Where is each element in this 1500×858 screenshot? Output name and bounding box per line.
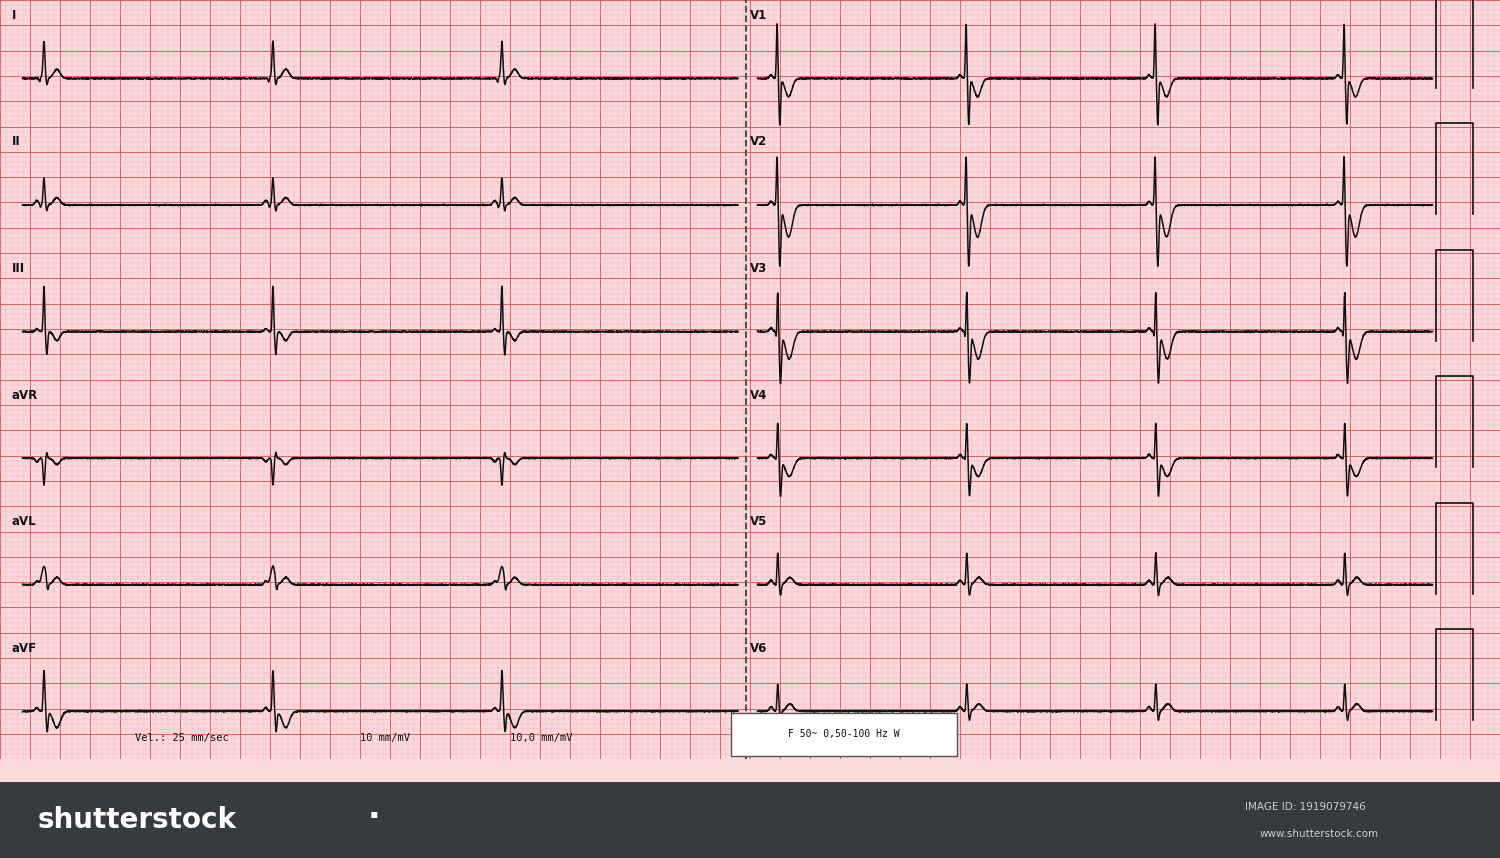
Text: V4: V4 bbox=[750, 389, 768, 402]
Text: IMAGE ID: 1919079746: IMAGE ID: 1919079746 bbox=[1245, 801, 1365, 812]
Text: aVR: aVR bbox=[12, 389, 39, 402]
Text: V5: V5 bbox=[750, 515, 768, 528]
FancyBboxPatch shape bbox=[730, 713, 957, 756]
Text: shutterstock: shutterstock bbox=[38, 807, 237, 834]
Text: F 50~ 0,50-100 Hz W: F 50~ 0,50-100 Hz W bbox=[788, 729, 900, 740]
Text: www.shutterstock.com: www.shutterstock.com bbox=[1260, 829, 1378, 839]
Text: V2: V2 bbox=[750, 136, 766, 148]
Text: Vel.: 25 mm/sec: Vel.: 25 mm/sec bbox=[135, 733, 228, 743]
Text: aVL: aVL bbox=[12, 515, 36, 528]
Text: 10 mm/mV: 10 mm/mV bbox=[360, 733, 410, 743]
Text: I: I bbox=[12, 9, 16, 21]
Text: II: II bbox=[12, 136, 21, 148]
Text: aVF: aVF bbox=[12, 642, 38, 655]
Text: III: III bbox=[12, 262, 26, 275]
Text: V6: V6 bbox=[750, 642, 768, 655]
Text: 10,0 mm/mV: 10,0 mm/mV bbox=[510, 733, 573, 743]
Text: V1: V1 bbox=[750, 9, 766, 21]
Text: V3: V3 bbox=[750, 262, 766, 275]
Text: ·: · bbox=[368, 801, 380, 834]
